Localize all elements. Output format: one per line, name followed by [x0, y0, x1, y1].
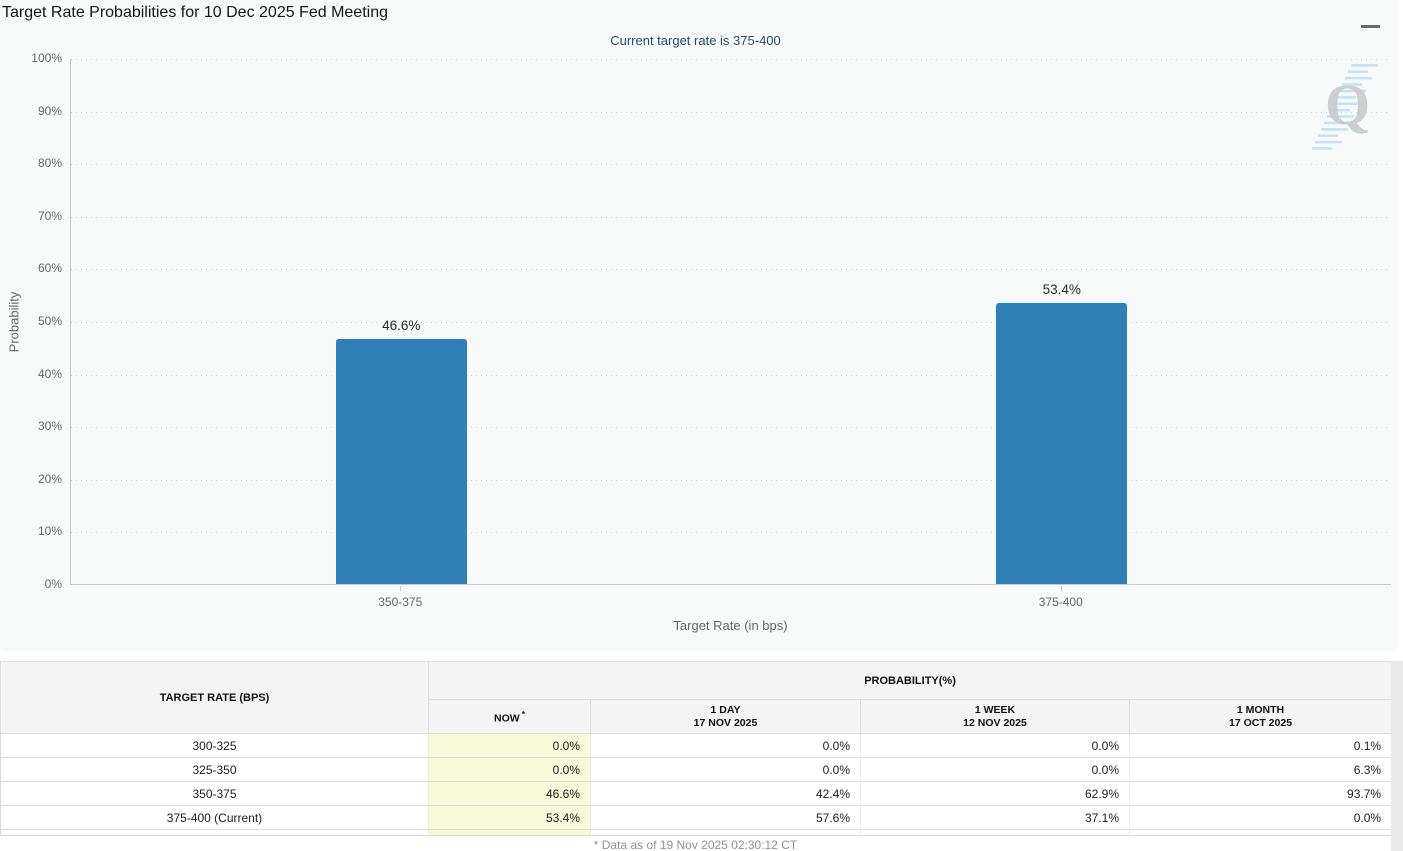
- target-rate-column-header: TARGET RATE (BPS): [0, 661, 429, 734]
- page-background-strip: [1391, 661, 1403, 851]
- plot-area: 46.6% 53.4%: [70, 59, 1391, 585]
- probability-value-cell: 0.0%: [1128, 805, 1392, 830]
- spacer-cell: [0, 829, 429, 836]
- table-row: 350-375 46.6% 42.4% 62.9% 93.7%: [0, 781, 1392, 806]
- table-row: 300-325 0.0% 0.0% 0.0% 0.1%: [0, 733, 1392, 758]
- target-rate-cell: 300-325: [0, 733, 429, 758]
- y-gridline: [71, 479, 1391, 481]
- probability-value-cell: 0.0%: [428, 733, 591, 758]
- probability-value-cell: 6.3%: [1128, 757, 1392, 782]
- y-axis-tick-label: 60%: [37, 261, 62, 276]
- probability-value-cell: 0.1%: [1128, 733, 1392, 758]
- x-axis-tick: [1060, 586, 1062, 591]
- probability-value-cell: 93.7%: [1128, 781, 1392, 806]
- y-axis-tick-label: 100%: [31, 51, 62, 65]
- spacer-cell: [428, 829, 591, 836]
- bar-value-label: 53.4%: [1042, 282, 1081, 298]
- probability-value-cell: 0.0%: [860, 733, 1130, 758]
- y-gridline: [71, 269, 1391, 271]
- y-axis-tick-label: 30%: [37, 419, 62, 434]
- probability-table: TARGET RATE (BPS) PROBABILITY(%) NOW * 1 …: [0, 661, 1393, 836]
- y-axis-tick-label: 10%: [37, 524, 62, 539]
- y-axis-tick-label: 90%: [37, 103, 62, 118]
- y-axis-tick-label: 20%: [37, 471, 62, 486]
- probability-value-cell: 37.1%: [860, 805, 1130, 830]
- quikstrike-watermark-icon: [1312, 64, 1378, 150]
- probability-table-section: TARGET RATE (BPS) PROBABILITY(%) NOW * 1 …: [0, 661, 1393, 836]
- y-gridline: [71, 111, 1391, 113]
- probability-value-cell: 42.4%: [590, 781, 861, 806]
- data-as-of-note: * Data as of 19 Nov 2025 02:30:12 CT: [0, 838, 1391, 851]
- y-gridline: [71, 164, 1391, 166]
- spacer-cell: [590, 829, 861, 836]
- y-gridline: [71, 59, 1391, 60]
- quikstrike-watermark-letter: Q: [1325, 72, 1371, 137]
- y-gridline: [71, 532, 1391, 534]
- target-rate-cell: 350-375: [0, 781, 429, 806]
- x-axis-tick: [400, 586, 402, 591]
- table-spacer-row: [0, 829, 1392, 836]
- probability-value-cell: 62.9%: [860, 781, 1130, 806]
- x-axis-category-label: 375-400: [1038, 595, 1083, 609]
- chart-subtitle: Current target rate is 375-400: [610, 33, 781, 48]
- y-axis-tick-label: 80%: [37, 156, 62, 171]
- y-gridline: [71, 322, 1391, 323]
- chart-title: Target Rate Probabilities for 10 Dec 202…: [2, 4, 388, 21]
- column-header-now: NOW *: [428, 699, 591, 734]
- probability-value-cell: 0.0%: [428, 757, 591, 782]
- bar-value-label: 46.6%: [382, 317, 421, 333]
- table-row: 325-350 0.0% 0.0% 0.0% 6.3%: [0, 757, 1392, 782]
- spacer-cell: [1128, 829, 1392, 836]
- probability-bar[interactable]: [335, 338, 467, 584]
- probability-group-header: PROBABILITY(%): [427, 661, 1393, 700]
- y-axis-tick-label: 50%: [37, 314, 62, 328]
- y-gridline: [71, 216, 1391, 218]
- target-rate-cell: 375-400 (Current): [0, 805, 429, 830]
- x-axis-title: Target Rate (in bps): [673, 618, 788, 633]
- probability-value-cell: 57.6%: [590, 805, 861, 830]
- spacer-cell: [860, 829, 1130, 836]
- y-axis-tick-label: 0%: [44, 577, 62, 591]
- probability-value-cell: 0.0%: [590, 733, 861, 758]
- column-header-1-day: 1 DAY 17 NOV 2025: [590, 699, 861, 734]
- y-axis-tick-label: 70%: [37, 208, 62, 223]
- probability-value-cell: 0.0%: [860, 757, 1130, 782]
- probability-bar[interactable]: [996, 303, 1128, 584]
- column-header-1-week: 1 WEEK 12 NOV 2025: [860, 699, 1130, 734]
- chart-card: Target Rate Probabilities for 10 Dec 202…: [2, 4, 1391, 633]
- chart-context-menu-button[interactable]: [1358, 6, 1384, 30]
- target-rate-cell: 325-350: [0, 757, 429, 782]
- y-axis-tick-label: 40%: [37, 366, 62, 381]
- probability-value-cell: 0.0%: [590, 757, 861, 782]
- x-axis-category-label: 350-375: [378, 595, 423, 609]
- probability-value-cell: 53.4%: [428, 805, 591, 830]
- table-row: 375-400 (Current) 53.4% 57.6% 37.1% 0.0%: [0, 805, 1392, 830]
- y-gridline: [71, 427, 1391, 429]
- column-header-1-month: 1 MONTH 17 OCT 2025: [1128, 699, 1393, 734]
- probability-value-cell: 46.6%: [428, 781, 591, 806]
- y-gridline: [71, 374, 1391, 376]
